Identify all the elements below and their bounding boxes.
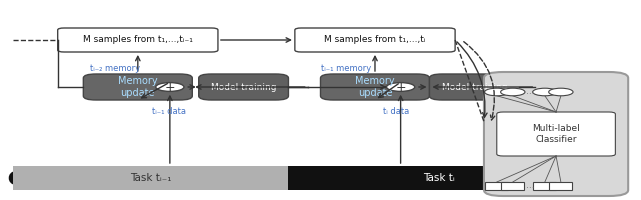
- Text: tᵢ data: tᵢ data: [383, 107, 409, 116]
- FancyBboxPatch shape: [320, 74, 429, 100]
- Text: Multi-label
Classifier: Multi-label Classifier: [532, 124, 580, 144]
- Text: Model training: Model training: [211, 83, 276, 92]
- Bar: [501, 182, 524, 190]
- Text: tᵢ₋₂ memory: tᵢ₋₂ memory: [90, 64, 140, 73]
- Circle shape: [156, 83, 184, 91]
- Circle shape: [485, 88, 509, 96]
- Text: +: +: [165, 81, 175, 94]
- Text: Model training: Model training: [442, 83, 507, 92]
- Text: M samples from t₁,...,tᵢ₋₁: M samples from t₁,...,tᵢ₋₁: [83, 36, 193, 45]
- Circle shape: [533, 88, 557, 96]
- Text: M samples from t₁,...,tᵢ: M samples from t₁,...,tᵢ: [324, 36, 426, 45]
- Text: Task tᵢ: Task tᵢ: [423, 173, 455, 183]
- FancyBboxPatch shape: [83, 74, 192, 100]
- Bar: [485, 182, 508, 190]
- Bar: [549, 182, 572, 190]
- Text: Memory
update: Memory update: [355, 76, 395, 98]
- Text: tᵢ₋₁ data: tᵢ₋₁ data: [152, 107, 186, 116]
- FancyBboxPatch shape: [484, 72, 628, 196]
- Bar: [288, 166, 590, 190]
- Bar: [533, 182, 556, 190]
- Text: tᵢ₋₁ memory: tᵢ₋₁ memory: [321, 64, 371, 73]
- Text: Memory
update: Memory update: [118, 76, 158, 98]
- FancyBboxPatch shape: [429, 74, 519, 100]
- FancyBboxPatch shape: [295, 28, 455, 52]
- Text: Task tᵢ₋₁: Task tᵢ₋₁: [130, 173, 171, 183]
- FancyBboxPatch shape: [497, 112, 615, 156]
- Text: +: +: [395, 81, 406, 94]
- Bar: [13, 166, 288, 190]
- Text: ...: ...: [526, 182, 535, 190]
- Circle shape: [387, 83, 415, 91]
- Circle shape: [549, 88, 573, 96]
- FancyBboxPatch shape: [199, 74, 288, 100]
- FancyBboxPatch shape: [58, 28, 218, 52]
- Text: ...: ...: [526, 88, 535, 97]
- Circle shape: [501, 88, 525, 96]
